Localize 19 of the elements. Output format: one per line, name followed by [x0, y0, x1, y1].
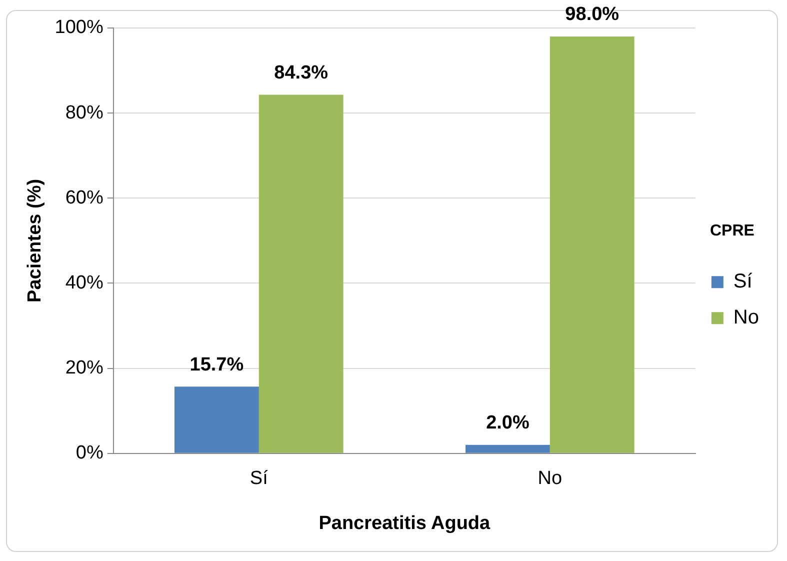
y-tick-label: 0%	[76, 442, 104, 464]
data-label: 98.0%	[565, 4, 620, 26]
y-tick-label: 80%	[65, 102, 104, 124]
legend-title: CPRE	[710, 222, 755, 240]
legend-label: No	[733, 306, 760, 329]
y-tick-label: 20%	[65, 358, 104, 379]
y-axis-title: Pacientes (%)	[24, 178, 46, 302]
bar	[550, 36, 634, 453]
bar	[174, 386, 259, 453]
data-label: 15.7%	[190, 354, 244, 376]
y-tick-label: 60%	[65, 187, 104, 208]
bar	[466, 444, 550, 453]
x-axis-title: Pancreatitis Aguda	[318, 512, 491, 534]
bar	[258, 94, 344, 453]
y-tick-label: 100%	[54, 17, 104, 38]
y-tick-label: 40%	[65, 272, 104, 294]
legend-label: Sí	[733, 270, 753, 293]
data-label: 84.3%	[274, 62, 328, 84]
data-label: 2.0%	[486, 412, 530, 434]
